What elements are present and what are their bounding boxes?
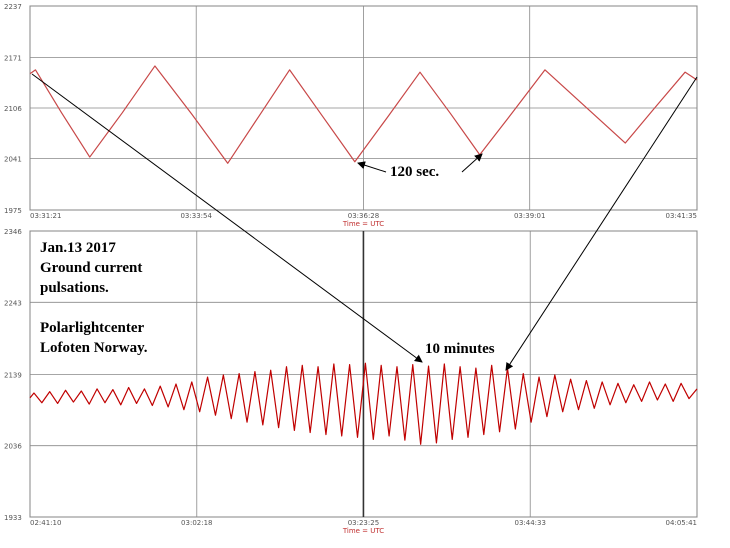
y-tick-label: 2237 bbox=[4, 3, 22, 11]
annotation: 10 minutes bbox=[425, 341, 495, 357]
x-tick-label: 03:44:33 bbox=[514, 519, 545, 527]
arrow bbox=[31, 73, 423, 363]
y-tick-label: 2243 bbox=[4, 299, 22, 307]
arrow bbox=[357, 161, 387, 173]
y-tick-label: 1975 bbox=[4, 207, 22, 215]
y-tick-label: 2106 bbox=[4, 105, 22, 113]
y-tick-label: 2139 bbox=[4, 371, 22, 379]
y-tick-label: 1933 bbox=[4, 514, 22, 522]
x-tick-label: 03:39:01 bbox=[514, 212, 545, 220]
x-tick-label: 04:05:41 bbox=[666, 519, 697, 527]
annotation: Jan.13 2017 bbox=[40, 240, 116, 256]
annotation: Polarlightcenter bbox=[40, 320, 144, 336]
y-tick-label: 2036 bbox=[4, 443, 22, 451]
arrow bbox=[505, 76, 698, 371]
y-tick-label: 2041 bbox=[4, 156, 22, 164]
x-tick-label: 03:23:25 bbox=[348, 519, 379, 527]
x-axis-label: Time = UTC bbox=[342, 527, 384, 535]
x-tick-label: 03:41:35 bbox=[666, 212, 697, 220]
x-tick-label: 03:02:18 bbox=[181, 519, 212, 527]
annotation: pulsations. bbox=[40, 280, 109, 296]
annotation: Lofoten Norway. bbox=[40, 340, 148, 356]
y-tick-label: 2171 bbox=[4, 54, 22, 62]
x-axis-label: Time = UTC bbox=[342, 220, 384, 228]
y-tick-label: 2346 bbox=[4, 228, 22, 236]
arrow bbox=[461, 153, 483, 173]
data-line bbox=[29, 362, 698, 445]
x-tick-label: 03:33:54 bbox=[180, 212, 212, 220]
x-tick-label: 02:41:10 bbox=[30, 519, 61, 527]
annotation: 120 sec. bbox=[390, 164, 439, 180]
x-tick-label: 03:31:21 bbox=[30, 212, 61, 220]
x-tick-label: 03:36:28 bbox=[348, 212, 379, 220]
data-line bbox=[29, 65, 698, 164]
annotation: Ground current bbox=[40, 260, 142, 276]
